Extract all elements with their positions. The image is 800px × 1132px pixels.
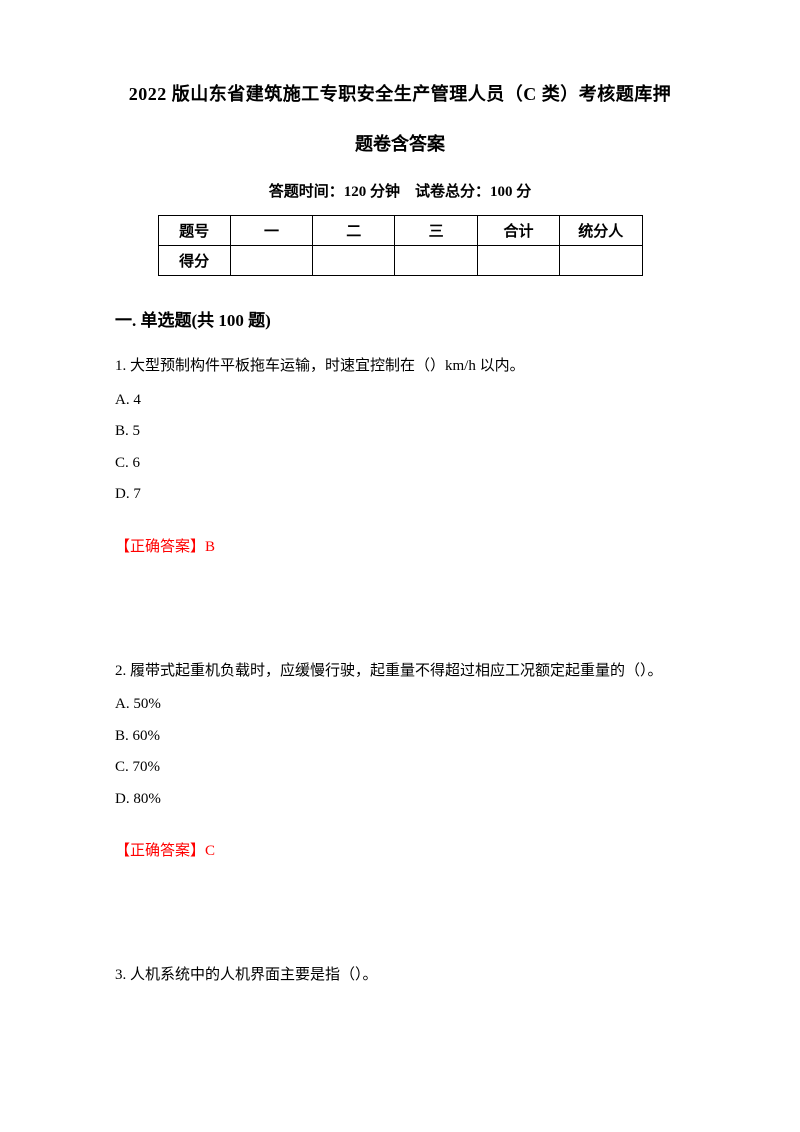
question-block-2: 2. 履带式起重机负载时，应缓慢行驶，起重量不得超过相应工况额定起重量的（）。 … xyxy=(115,656,685,861)
table-cell xyxy=(313,246,395,276)
question-text: 3. 人机系统中的人机界面主要是指（）。 xyxy=(115,960,685,992)
table-header-cell: 三 xyxy=(395,216,477,246)
score-table: 题号 一 二 三 合计 统分人 得分 xyxy=(158,215,643,276)
table-cell xyxy=(560,246,642,276)
correct-answer: 【正确答案】C xyxy=(115,839,685,860)
table-header-row: 题号 一 二 三 合计 统分人 xyxy=(158,216,642,246)
table-header-cell: 题号 xyxy=(158,216,230,246)
question-block-1: 1. 大型预制构件平板拖车运输，时速宜控制在（）km/h 以内。 A. 4 B.… xyxy=(115,351,685,556)
option: D. 80% xyxy=(115,784,685,816)
correct-answer: 【正确答案】B xyxy=(115,535,685,556)
option: A. 50% xyxy=(115,689,685,721)
title-line-1: 2022 版山东省建筑施工专职安全生产管理人员（C 类）考核题库押 xyxy=(115,80,685,106)
option: B. 60% xyxy=(115,721,685,753)
table-score-row: 得分 xyxy=(158,246,642,276)
table-cell xyxy=(395,246,477,276)
option: A. 4 xyxy=(115,385,685,417)
table-header-cell: 二 xyxy=(313,216,395,246)
option: D. 7 xyxy=(115,479,685,511)
table-cell xyxy=(477,246,559,276)
table-header-cell: 统分人 xyxy=(560,216,642,246)
question-text: 2. 履带式起重机负载时，应缓慢行驶，起重量不得超过相应工况额定起重量的（）。 xyxy=(115,656,685,688)
question-text: 1. 大型预制构件平板拖车运输，时速宜控制在（）km/h 以内。 xyxy=(115,351,685,383)
table-row-label: 得分 xyxy=(158,246,230,276)
option: C. 70% xyxy=(115,752,685,784)
section-header: 一. 单选题(共 100 题) xyxy=(115,306,685,331)
table-header-cell: 一 xyxy=(230,216,312,246)
option: C. 6 xyxy=(115,448,685,480)
table-header-cell: 合计 xyxy=(477,216,559,246)
option: B. 5 xyxy=(115,416,685,448)
table-cell xyxy=(230,246,312,276)
title-line-2: 题卷含答案 xyxy=(115,130,685,156)
question-block-3: 3. 人机系统中的人机界面主要是指（）。 xyxy=(115,960,685,992)
exam-info: 答题时间：120 分钟 试卷总分：100 分 xyxy=(115,180,685,201)
